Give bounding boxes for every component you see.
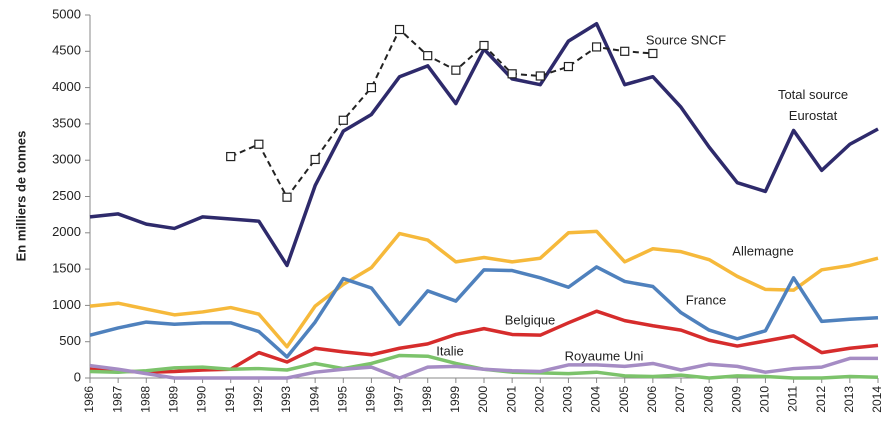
marker [479,40,489,51]
x-tick-label: 1995 [335,386,349,413]
x-tick-label: 2003 [561,386,575,413]
series-label: Belgique [504,312,556,328]
y-tick-label: 4000 [52,79,81,94]
x-tick-label: 1997 [392,386,406,413]
x-tick-label: 2005 [617,386,631,413]
x-tick-label: 2014 [870,386,882,413]
marker [254,139,264,149]
marker [394,24,405,35]
marker [535,71,545,81]
x-tick-label: 1986 [82,386,96,413]
marker [507,69,517,79]
marker [282,192,292,202]
x-tick-label: 2001 [504,386,518,413]
x-tick-label: 2002 [532,386,546,413]
x-tick-label: 2011 [786,386,800,412]
x-tick-label: 2012 [814,386,828,413]
y-tick-label: 3500 [52,115,81,130]
x-tick-label: 2013 [842,386,856,413]
marker [648,48,658,59]
x-tick-label: 2004 [589,386,603,413]
y-tick-label: 2000 [52,224,81,239]
y-tick-label: 1000 [52,297,81,312]
marker [591,42,602,52]
x-tick-label: 1999 [448,386,462,413]
marker [563,61,574,72]
marker [310,154,320,165]
series-line [89,265,879,359]
series-label: France [685,292,727,308]
series-label: Allemagne [732,243,794,259]
series-label: Source SNCF [645,32,727,48]
series-line [89,356,878,380]
y-tick-label: 0 [74,369,81,384]
x-tick-label: 2000 [476,386,490,413]
marker [338,115,348,125]
y-axis-label: En milliers de tonnes [13,131,28,262]
y-tick-label: 1500 [52,261,81,276]
x-tick-label: 2008 [701,386,715,413]
x-tick-label: 1998 [420,386,434,413]
x-tick-label: 1991 [223,386,237,413]
x-tick-label: 1987 [110,386,124,413]
marker [451,65,461,75]
y-tick-label: 500 [59,333,81,348]
x-tick-label: 2010 [758,386,772,413]
series-label: Total source Eurostat [777,87,849,123]
series-line [89,21,879,268]
x-tick-label: 1989 [167,386,181,413]
marker [620,46,630,56]
marker [366,82,377,93]
x-tick-label: 2009 [729,386,743,413]
x-tick-label: 1996 [364,386,378,413]
series-label: Italie [436,343,464,359]
y-tick-label: 2500 [52,188,81,203]
y-tick-label: 5000 [52,6,81,21]
series-label: Royaume Uni [564,348,644,364]
x-tick-label: 1992 [251,386,265,413]
x-tick-label: 1994 [307,386,321,413]
marker [423,51,433,61]
x-tick-label: 1988 [138,386,152,413]
y-tick-label: 4500 [52,43,81,58]
x-tick-label: 1993 [279,386,293,413]
series-line [230,28,653,199]
marker [226,151,236,162]
x-tick-label: 2006 [645,386,659,413]
series-line [89,229,879,349]
y-tick-label: 3000 [52,152,81,167]
x-tick-label: 1990 [195,386,209,413]
x-tick-label: 2007 [673,386,687,413]
